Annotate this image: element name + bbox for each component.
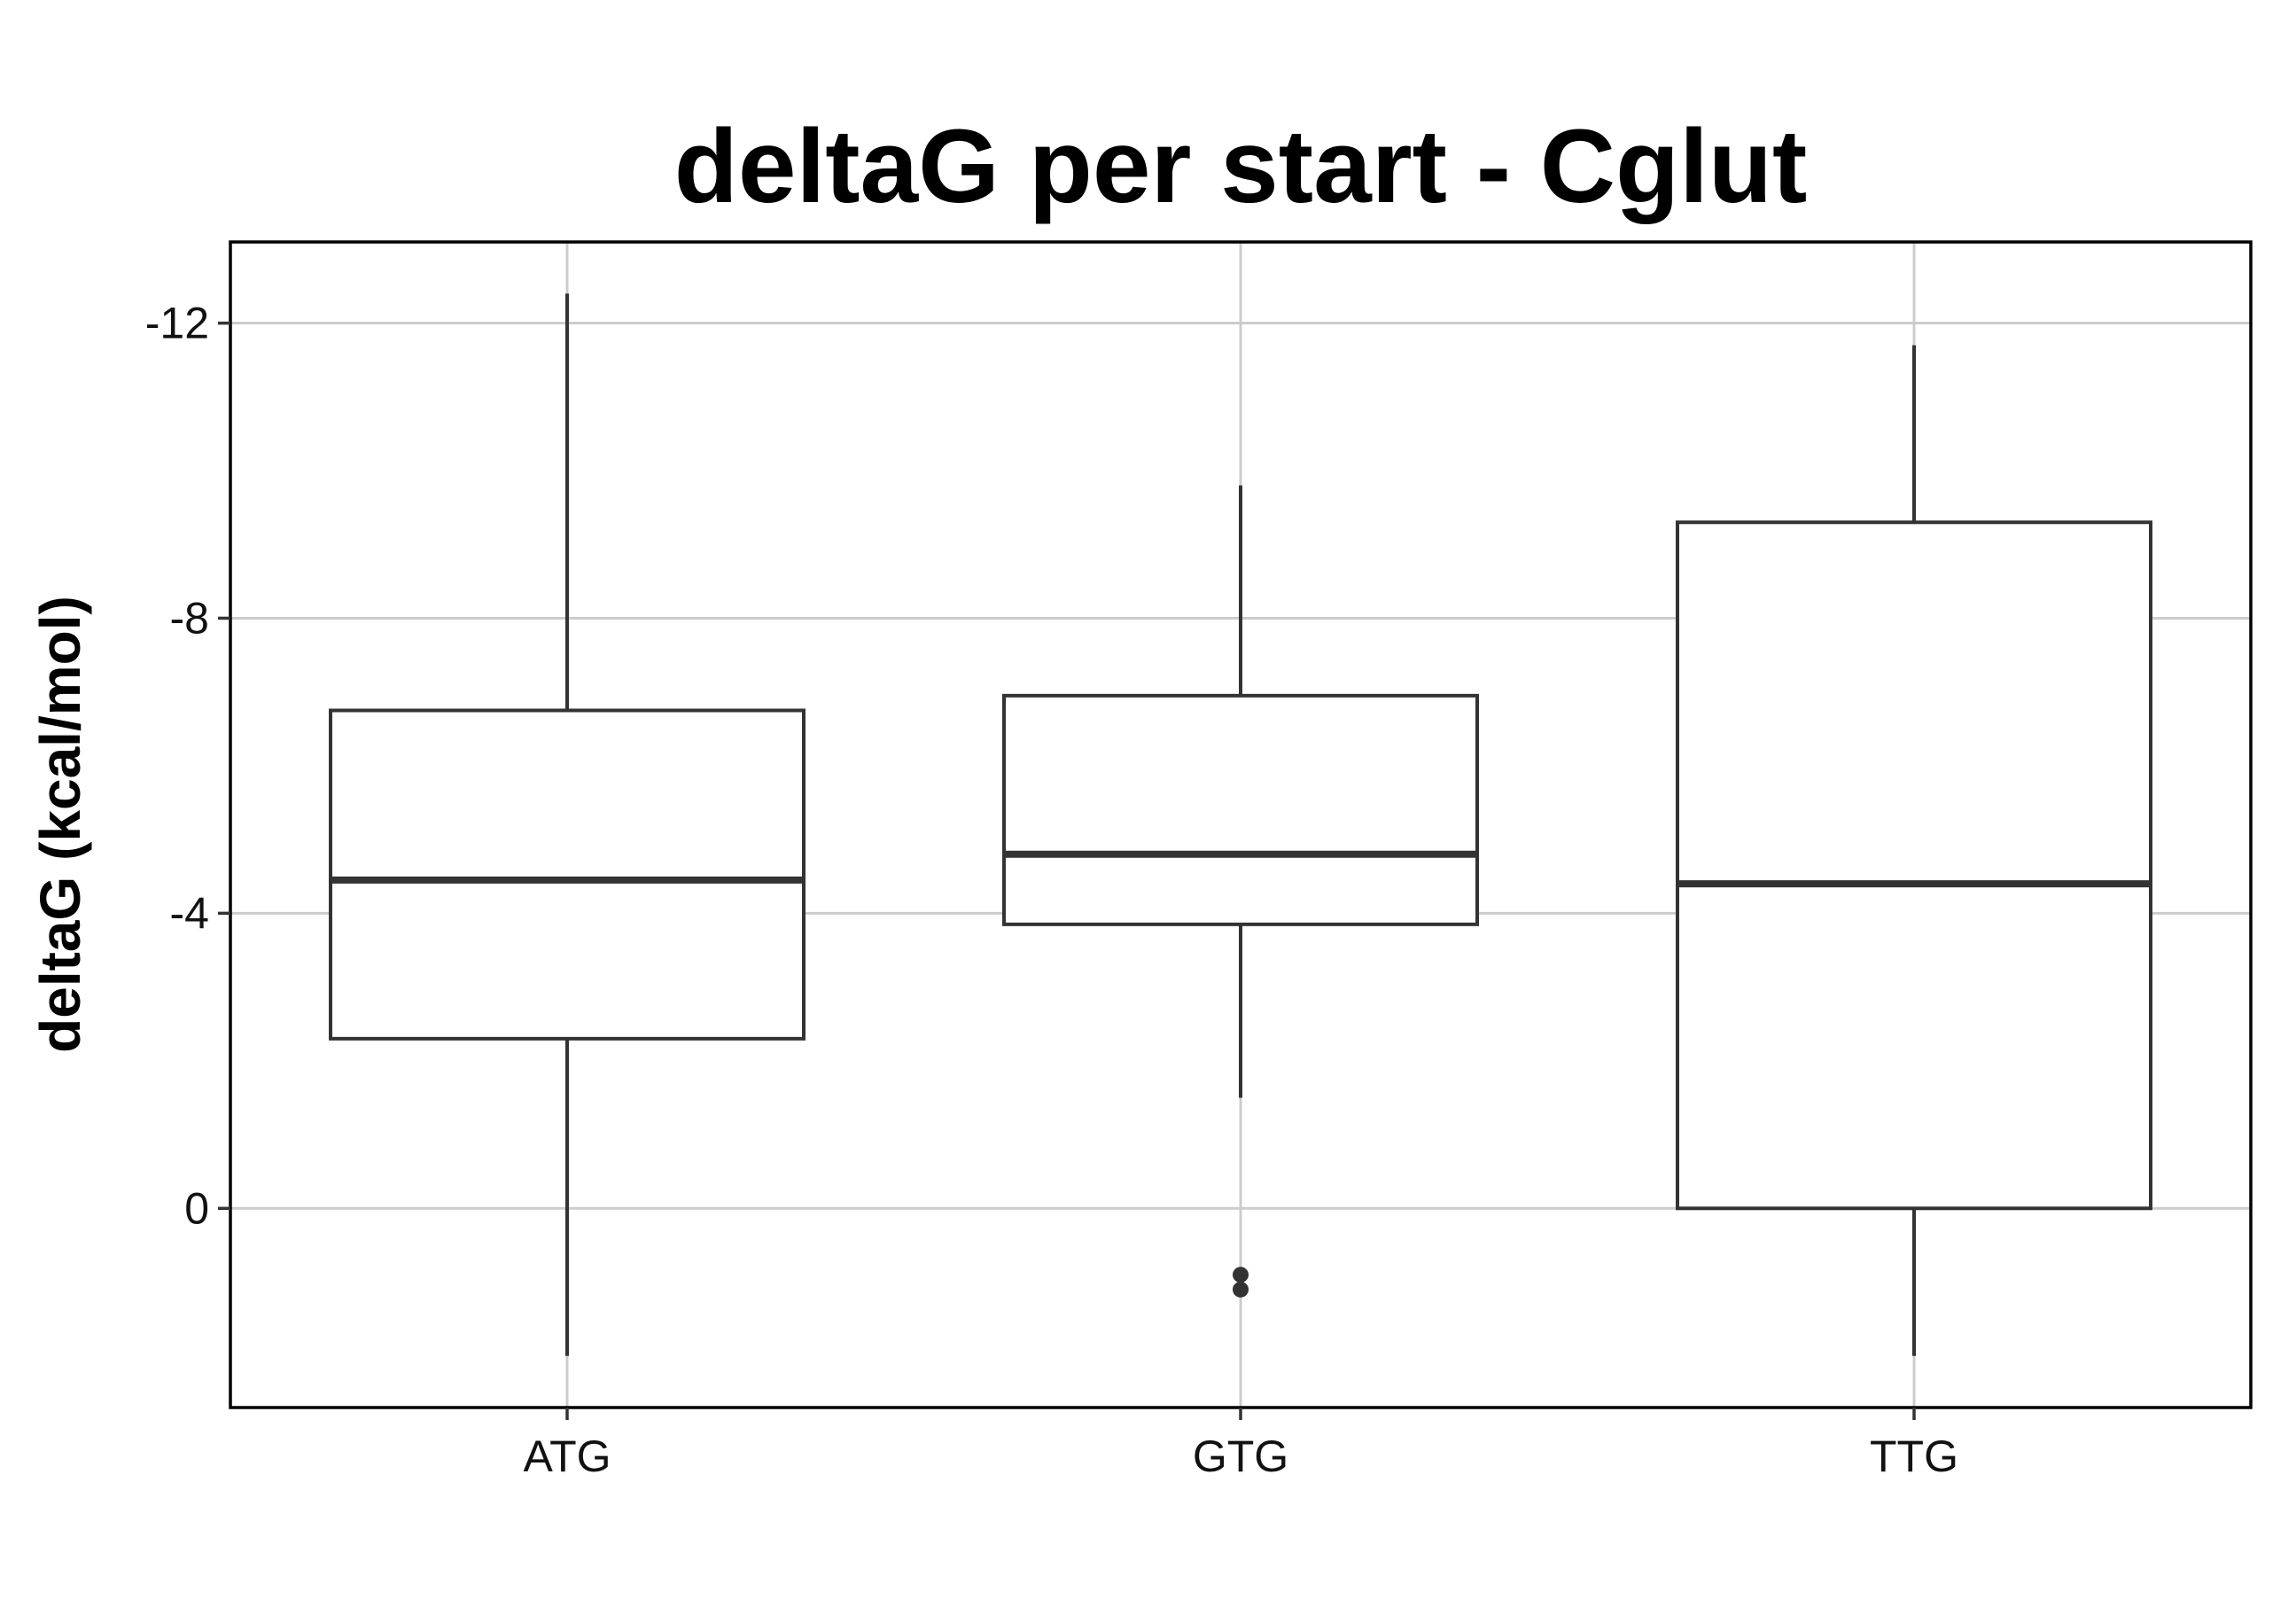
outlier-point: [1233, 1267, 1249, 1283]
boxplot-atg: [329, 293, 806, 1356]
x-tick-label: TTG: [1870, 1431, 1958, 1481]
chart-title: deltaG per start - Cglut: [674, 108, 1807, 225]
x-tick-label: GTG: [1193, 1431, 1288, 1481]
outlier-point: [1233, 1281, 1249, 1298]
boxplot-gtg: [1002, 485, 1479, 1298]
iqr-box: [1676, 520, 2152, 1211]
x-tick-label: ATG: [523, 1431, 611, 1481]
y-tick-label: -12: [145, 299, 209, 348]
y-axis-ticks: -12 -8 -4 0: [145, 299, 230, 1233]
boxplot-ttg: [1676, 345, 2152, 1356]
x-axis-ticks: ATG GTG TTG: [523, 1408, 1958, 1481]
boxplots: [329, 293, 2152, 1356]
iqr-box: [329, 708, 806, 1041]
y-tick-label: 0: [184, 1183, 209, 1233]
y-axis-label: deltaG (kcal/mol): [28, 596, 92, 1053]
iqr-box: [1002, 693, 1479, 926]
y-tick-label: -4: [170, 888, 209, 938]
y-tick-label: -8: [170, 593, 209, 643]
